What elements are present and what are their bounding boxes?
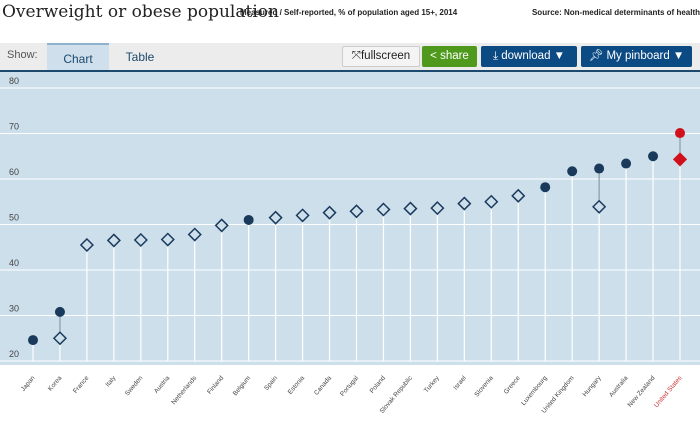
self-reported-marker <box>187 227 202 242</box>
expand-icon: ⤧ <box>351 50 361 62</box>
x-tick-label: Greece <box>503 375 522 396</box>
measured-marker <box>54 306 65 317</box>
self-reported-marker <box>133 232 148 248</box>
x-tick-label: Israel <box>452 374 468 391</box>
self-reported-marker <box>672 152 688 167</box>
x-tick-label: Netherlands <box>170 374 198 406</box>
self-reported-marker <box>106 233 121 248</box>
x-tick-label: Japan <box>20 374 37 392</box>
self-reported-marker <box>79 237 94 253</box>
y-tick-label: 50 <box>9 213 19 223</box>
self-reported-marker <box>268 210 283 225</box>
measured-marker <box>648 151 659 162</box>
x-tick-label: Slovenia <box>473 374 495 398</box>
tab-chart[interactable]: Chart <box>47 43 109 70</box>
x-tick-label: Luxembourg <box>520 374 549 406</box>
x-tick-label: Sweden <box>124 374 145 397</box>
x-tick-label: Australia <box>608 374 630 398</box>
x-tick-label: Portugal <box>339 374 360 397</box>
measured-marker <box>28 335 38 346</box>
toolbar: Show: Chart Table ⤧fullscreen < share ⤓ … <box>0 43 700 72</box>
download-button[interactable]: ⤓ download ▼ <box>481 46 577 67</box>
fullscreen-label: fullscreen <box>360 50 411 62</box>
y-tick-label: 40 <box>9 258 19 268</box>
self-reported-marker <box>511 188 526 203</box>
self-reported-marker <box>430 201 445 216</box>
measured-marker <box>621 158 632 169</box>
self-reported-marker <box>457 196 472 211</box>
x-tick-label: Italy <box>104 374 118 388</box>
share-button[interactable]: < share <box>422 46 477 67</box>
self-reported-marker <box>322 205 337 220</box>
measured-marker <box>675 128 685 139</box>
y-tick-label: 70 <box>9 122 19 132</box>
y-tick-label: 30 <box>9 304 19 314</box>
self-reported-marker <box>52 331 68 346</box>
chart-subtitle: Measured / Self-reported, % of populatio… <box>240 8 458 17</box>
chart-title: Overweight or obese population <box>2 2 279 22</box>
pin-icon: 📌︎ <box>588 50 607 62</box>
x-tick-label: Turkey <box>423 374 441 394</box>
self-reported-marker <box>160 232 175 247</box>
download-icon: ⤓ <box>492 50 502 62</box>
x-tick-label: New Zealand <box>627 375 657 409</box>
self-reported-marker <box>484 194 499 209</box>
pinboard-button[interactable]: 📌︎ My pinboard ▼ <box>581 46 692 67</box>
plot-background <box>0 72 700 365</box>
x-tick-label: Spain <box>263 374 279 392</box>
measured-marker <box>243 214 254 225</box>
self-reported-marker <box>592 199 607 214</box>
self-reported-marker <box>214 218 229 233</box>
tab-table[interactable]: Table <box>125 50 155 64</box>
x-tick-label: France <box>72 374 91 394</box>
self-reported-marker <box>295 208 310 223</box>
source-link[interactable]: Source: Non-medical determinants of heal… <box>531 8 700 17</box>
x-tick-label: Austria <box>153 374 172 394</box>
share-icon: < <box>430 50 441 62</box>
chart-plot: 20 30 40 50 60 70 80 Japan Korea France Italy Swede… <box>0 72 700 415</box>
show-label: Show: <box>7 49 38 61</box>
x-tick-label: United States <box>653 374 684 409</box>
self-reported-marker <box>349 204 364 219</box>
x-tick-label: Belgium <box>232 375 252 397</box>
download-label: download ▼ <box>501 50 566 62</box>
self-reported-marker <box>403 201 418 216</box>
y-tick-label: 20 <box>9 349 19 359</box>
y-tick-label: 80 <box>9 76 19 86</box>
share-label: share <box>440 50 469 62</box>
x-tick-label: Poland <box>369 374 388 394</box>
measured-marker <box>567 166 578 177</box>
measured-marker <box>540 182 551 193</box>
self-reported-marker <box>376 202 391 217</box>
y-tick-label: 60 <box>9 167 19 177</box>
x-tick-label: Canada <box>313 375 333 397</box>
x-tick-label: Estonia <box>287 374 307 395</box>
fullscreen-button[interactable]: ⤧fullscreen <box>342 46 420 67</box>
x-tick-label: Korea <box>47 375 64 393</box>
x-tick-label: Hungary <box>581 374 603 398</box>
x-tick-label: Finland <box>206 374 225 395</box>
pinboard-label: My pinboard ▼ <box>606 50 685 62</box>
measured-marker <box>594 163 605 174</box>
